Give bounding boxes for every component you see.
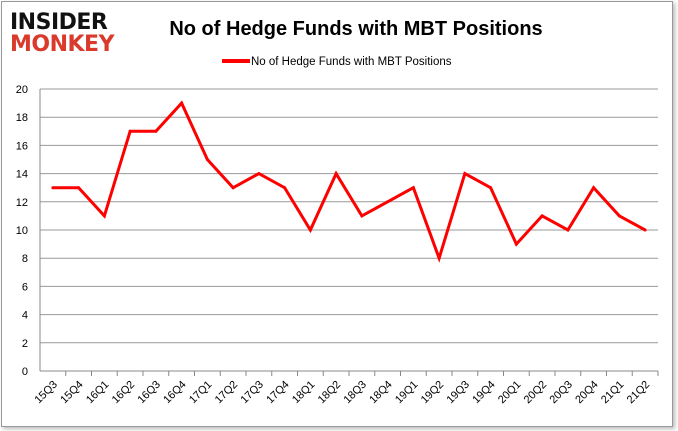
x-tick-label: 19Q1 (393, 379, 421, 407)
x-tick-label: 16Q3 (135, 379, 163, 407)
data-point (566, 228, 570, 232)
x-tick-label: 16Q4 (161, 379, 189, 407)
x-tick-label: 17Q1 (187, 379, 215, 407)
x-tick-label: 18Q2 (316, 379, 344, 407)
data-point (617, 214, 621, 218)
data-point (463, 172, 467, 176)
data-point (592, 186, 596, 190)
x-tick-label: 20Q2 (522, 379, 550, 407)
y-tick-label: 6 (22, 281, 28, 293)
data-point (411, 186, 415, 190)
data-point (437, 256, 441, 260)
logo-line1: INSIDER (10, 10, 108, 35)
data-point (102, 214, 106, 218)
data-point (308, 228, 312, 232)
x-tick-label: 19Q2 (419, 379, 447, 407)
data-point (334, 172, 338, 176)
x-tick-label: 15Q3 (32, 379, 60, 407)
y-tick-label: 4 (22, 310, 28, 322)
data-point (540, 214, 544, 218)
data-point (231, 186, 235, 190)
y-tick-label: 2 (22, 338, 28, 350)
x-tick-label: 20Q3 (547, 379, 575, 407)
x-tick-label: 19Q4 (470, 379, 498, 407)
x-tick-label: 18Q4 (367, 379, 395, 407)
data-point (128, 129, 132, 133)
y-tick-label: 12 (16, 197, 28, 209)
x-tick-label: 18Q3 (341, 379, 369, 407)
chart-title: No of Hedge Funds with MBT Positions (169, 18, 542, 40)
y-tick-label: 20 (16, 84, 28, 96)
x-tick-label: 17Q4 (264, 379, 292, 407)
x-tick-label: 18Q1 (290, 379, 318, 407)
data-point (643, 228, 647, 232)
y-tick-label: 18 (16, 112, 28, 124)
y-tick-label: 8 (22, 253, 28, 265)
x-tick-label: 15Q4 (58, 379, 86, 407)
chart-frame (1, 1, 673, 427)
data-point (514, 242, 518, 246)
y-tick-label: 0 (22, 366, 28, 378)
x-tick-label: 16Q2 (110, 379, 138, 407)
data-point (386, 200, 390, 204)
y-tick-label: 10 (16, 225, 28, 237)
y-tick-label: 14 (16, 169, 28, 181)
data-point (257, 172, 261, 176)
x-tick-label: 16Q1 (84, 379, 112, 407)
data-point (180, 101, 184, 105)
data-point (360, 214, 364, 218)
x-tick-label: 21Q2 (625, 379, 653, 407)
data-point (51, 186, 55, 190)
x-tick-label: 19Q3 (444, 379, 472, 407)
data-point (154, 129, 158, 133)
x-tick-label: 21Q1 (599, 379, 627, 407)
y-tick-label: 16 (16, 140, 28, 152)
x-tick-label: 20Q1 (496, 379, 524, 407)
x-tick-label: 20Q4 (573, 379, 601, 407)
legend-label: No of Hedge Funds with MBT Positions (251, 56, 452, 68)
data-point (283, 186, 287, 190)
logo-line2: MONKEY (10, 32, 116, 57)
data-point (77, 186, 81, 190)
data-point (205, 158, 209, 161)
x-tick-label: 17Q2 (213, 379, 241, 407)
data-point (489, 186, 493, 190)
series-line (52, 100, 646, 263)
x-tick-label: 17Q3 (238, 379, 266, 407)
